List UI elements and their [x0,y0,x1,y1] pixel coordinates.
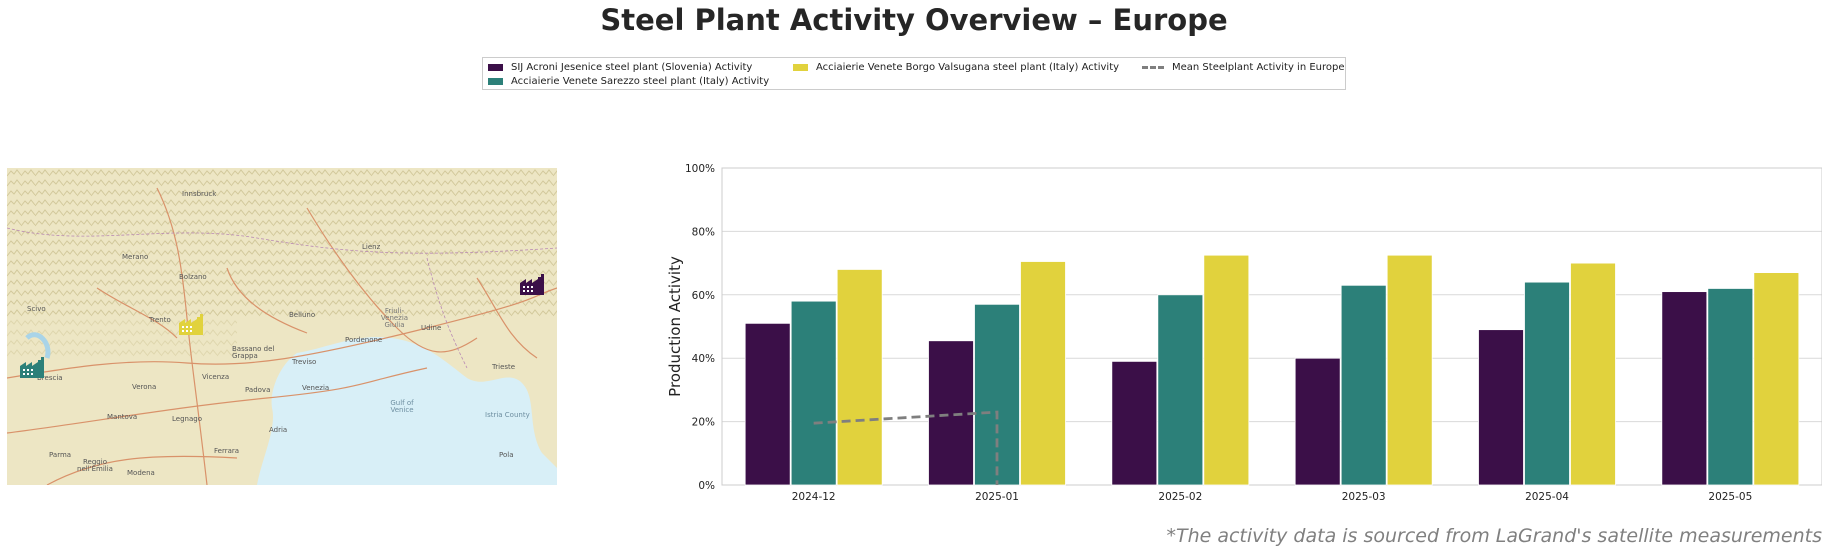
map-label: Pola [499,451,514,459]
map-label: Friuli-Venezia Giulia [380,307,409,329]
bar-sarezzo [790,300,837,486]
legend-item-mean: Mean Steelplant Activity in Europe [1142,62,1345,73]
map-label: Bassano del Grappa [232,345,275,360]
legend-swatch-sij [488,64,503,71]
legend-dash-mean [1142,66,1164,69]
y-tick-label: 20% [692,417,715,429]
bar-sarezzo [1157,294,1204,486]
bar-sij [1294,357,1341,486]
y-tick-label: 60% [692,290,715,302]
sij-factory-icon [520,274,544,295]
bar-sij [928,340,974,486]
mean-activity-line [813,410,999,485]
legend-item-borgo: Acciaierie Venete Borgo Valsugana steel … [793,62,1119,73]
map-label: Pordenone [345,336,383,344]
map-label: Scivo [27,305,46,313]
borgo-factory-icon [179,314,203,335]
plot-frame [721,167,1823,486]
bar-borgo [1753,272,1800,486]
x-tick-label: 2025-04 [1525,491,1569,503]
bar-chart: 0% 20% 40% 60% 80% 100% Production Activity 202… [666,163,1823,503]
bar-sarezzo [1524,281,1570,486]
map-label: Legnago [172,415,202,423]
x-tick-label: 2024-12 [792,491,836,503]
y-tick-label: 80% [692,226,715,238]
map-label: Treviso [292,358,317,366]
bar-sij [1111,360,1158,486]
map-label: Bolzano [179,273,207,281]
map-label: Vicenza [202,373,230,381]
map-lake [25,332,51,359]
map-roads [7,187,557,485]
legend-label-sarezzo: Acciaierie Venete Sarezzo steel plant (I… [511,76,770,87]
bar-sij [744,322,791,486]
source-footnote: *The activity data is sourced from LaGra… [1166,525,1822,547]
map-svg [7,168,557,485]
bar-borgo [836,269,883,486]
chart-panel: 0% 20% 40% 60% 80% 100% Production Activity 202… [600,160,1823,514]
bar-sij [1478,329,1524,486]
map-label: Modena [127,469,155,477]
map-label: Brescia [37,374,63,382]
map-label: Reggio nell'Emilia [77,458,113,473]
legend: SIJ Acroni Jesenice steel plant (Sloveni… [482,57,1346,90]
bar-sarezzo [1707,288,1754,486]
map-sea [257,336,557,485]
y-tick-label: 40% [692,353,715,365]
y-tick-label: 100% [685,163,715,175]
legend-label-mean: Mean Steelplant Activity in Europe [1172,62,1345,73]
map-label: Ferrara [214,447,240,455]
bar-borgo [1570,262,1616,486]
bar-sij [1661,291,1708,486]
map-label: Parma [49,451,72,459]
bar-sarezzo [1340,284,1387,486]
bar-borgo [1203,254,1250,486]
legend-swatch-borgo [793,64,808,71]
x-tick-label: 2025-02 [1158,491,1202,503]
map-label: Trento [149,316,171,324]
map-mountains [7,168,557,318]
y-axis-label: Production Activity [666,256,684,397]
map-label: Gulf of Venice [390,399,414,414]
x-tick-label: 2025-01 [975,491,1019,503]
map-label: Lienz [362,243,381,251]
map-label: Belluno [289,311,316,319]
map-label: Venezia [302,384,330,392]
y-tick-label: 0% [698,480,715,492]
map-label: Trieste [492,363,516,371]
region-map: Innsbruck Lienz Bolzano Trento Belluno U… [7,168,557,485]
x-tick-label: 2025-05 [1708,491,1752,503]
bar-borgo [1020,261,1066,486]
map-label: Adria [269,426,288,434]
legend-label-sij: SIJ Acroni Jesenice steel plant (Sloveni… [511,62,753,73]
bar-borgo [1386,254,1433,486]
chart-title: Steel Plant Activity Overview – Europe [600,3,1228,37]
map-label: Merano [122,253,149,261]
map-label: Verona [132,383,157,391]
legend-item-sij: SIJ Acroni Jesenice steel plant (Sloveni… [488,62,752,73]
legend-item-sarezzo: Acciaierie Venete Sarezzo steel plant (I… [488,76,769,87]
map-borders [7,227,557,369]
legend-label-borgo: Acciaierie Venete Borgo Valsugana steel … [816,62,1120,73]
map-label: Innsbruck [182,190,217,198]
map-label: Padova [245,386,271,394]
map-label: Istria County [485,411,530,419]
x-tick-label: 2025-03 [1342,491,1386,503]
map-labels: Innsbruck Lienz Bolzano Trento Belluno U… [7,168,557,485]
legend-swatch-sarezzo [488,78,503,85]
sarezzo-factory-icon [20,357,44,378]
map-label: Mantova [107,413,138,421]
map-label: Udine [421,324,442,332]
